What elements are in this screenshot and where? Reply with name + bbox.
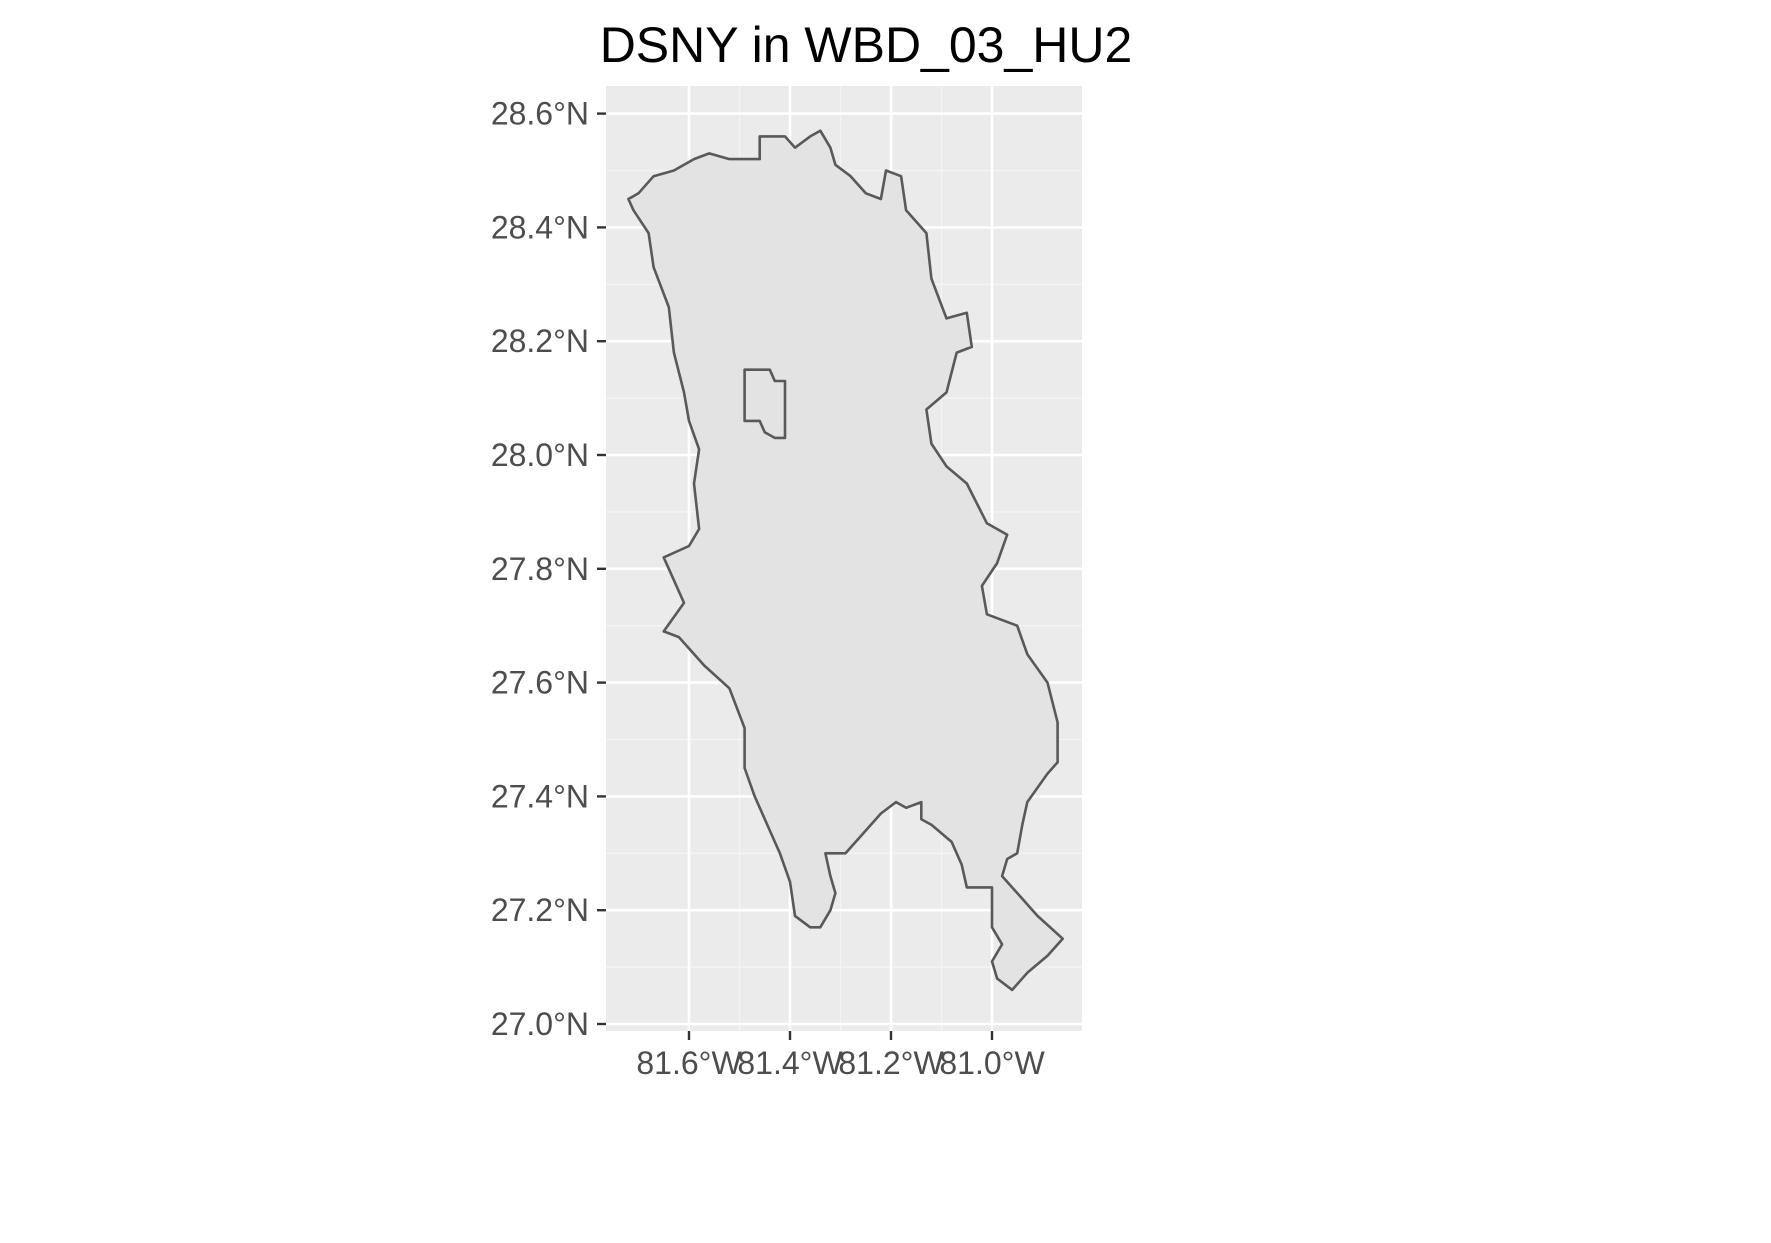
y-tick-label: 27.6°N xyxy=(491,665,589,701)
x-tick-label: 81.4°W xyxy=(737,1045,843,1081)
region-boundary xyxy=(627,129,1064,992)
axes: 81.6°W81.4°W81.2°W81.0°W 27.0°N 27.2°N 27.4… xyxy=(491,96,1046,1081)
plot-title: DSNY in WBD_03_HU2 xyxy=(600,17,1133,73)
x-tick-label: 81.6°W xyxy=(636,1045,742,1081)
y-tick-label: 27.4°N xyxy=(491,778,589,814)
y-tick-label: 28.6°N xyxy=(491,96,589,132)
x-tick-label: 81.2°W xyxy=(838,1045,944,1081)
y-tick-label: 28.2°N xyxy=(491,323,589,359)
y-tick-label: 27.8°N xyxy=(491,551,589,587)
excluded-area-outline xyxy=(743,368,787,440)
x-tick-label: 81.0°W xyxy=(939,1045,1045,1081)
y-tick-label: 28.0°N xyxy=(491,437,589,473)
y-tick-label: 28.4°N xyxy=(491,209,589,245)
region-layer xyxy=(627,129,1064,992)
y-tick-label: 27.2°N xyxy=(491,892,589,928)
y-tick-label: 27.0°N xyxy=(491,1006,589,1042)
